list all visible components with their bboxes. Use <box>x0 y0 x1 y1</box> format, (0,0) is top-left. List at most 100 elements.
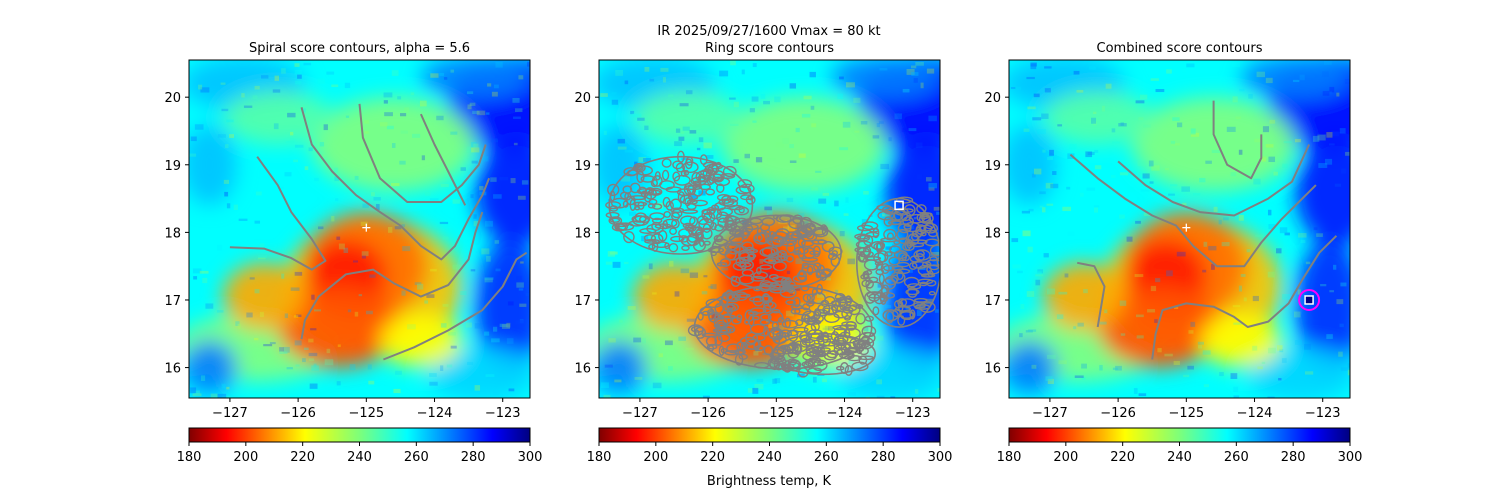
ring-contour-line <box>916 204 927 214</box>
y-tick-label: 19 <box>574 159 591 174</box>
panel-title: Spiral score contours, alpha = 5.6 <box>249 41 470 56</box>
ring-contour-line <box>749 323 767 335</box>
ring-contour-line <box>748 310 759 316</box>
ring-contour-line <box>834 293 846 302</box>
ring-contour-line <box>857 337 875 350</box>
y-tick-label: 18 <box>984 226 1001 241</box>
ring-contour-line <box>879 293 887 305</box>
ring-contour-line <box>753 233 763 242</box>
ring-contour-line <box>705 168 712 180</box>
ring-contour-line <box>929 256 938 262</box>
ring-contour-line <box>911 242 925 248</box>
ring-contour-line <box>664 242 670 250</box>
ring-contour-line <box>714 303 724 314</box>
ring-contour-line <box>683 169 690 176</box>
ring-contour-line <box>829 350 839 356</box>
ring-contour-line <box>763 344 774 356</box>
ring-contour-line <box>753 271 769 280</box>
ring-contour-line <box>714 224 724 232</box>
ring-contour-line <box>865 279 874 289</box>
ring-contour-line <box>771 276 789 283</box>
ring-contour-line <box>914 304 931 310</box>
colorbar-gradient <box>1008 427 1351 443</box>
colorbar-tick-label: 240 <box>1167 450 1192 465</box>
ring-contour-line <box>887 220 902 226</box>
ring-contour-line <box>684 197 691 207</box>
colorbar-tick-label: 260 <box>1224 450 1249 465</box>
ir-image <box>599 60 940 398</box>
ring-contour-line <box>752 334 766 342</box>
ring-contour-line <box>848 304 861 316</box>
ring-contour-line <box>672 171 681 182</box>
ring-contour-line <box>714 177 731 187</box>
ring-contour-line <box>710 250 717 257</box>
ring-contour-line <box>722 165 737 178</box>
score-contour-line <box>1212 100 1263 180</box>
ring-contour-line <box>858 355 874 361</box>
ring-contour-line <box>714 238 729 246</box>
ring-contour-line <box>882 309 899 322</box>
ring-contour-line <box>607 183 620 197</box>
ring-contour-line <box>726 293 740 303</box>
panel-title: Combined score contours <box>1097 41 1263 56</box>
x-tick-label: −127 <box>1032 406 1068 421</box>
ring-contour-line <box>913 298 928 303</box>
ring-contour-line <box>670 235 685 243</box>
ring-contour-line <box>832 325 849 331</box>
colorbar-tick-label: 280 <box>871 450 896 465</box>
ring-contour-line <box>797 246 805 259</box>
ring-contour-line <box>749 217 763 225</box>
ring-contour-line <box>730 275 738 282</box>
ring-contour-line <box>784 277 792 285</box>
score-contour-line <box>1069 153 1317 268</box>
ring-contour-line <box>699 183 711 191</box>
ring-contour-line <box>909 255 920 263</box>
ring-contour-line <box>918 225 926 232</box>
ring-contour-line <box>807 346 823 353</box>
ring-contour-line <box>785 299 797 306</box>
ring-contour-line <box>728 328 735 334</box>
ring-contour-line <box>756 266 762 275</box>
ring-contour-line <box>761 293 770 303</box>
ring-contour-line <box>864 315 874 322</box>
y-tick-label: 19 <box>164 159 181 174</box>
ring-contour-line <box>915 224 927 235</box>
ring-contour-line <box>876 204 892 211</box>
ring-contour-line <box>706 343 718 350</box>
ring-contour-line <box>889 245 901 254</box>
ring-contour-line <box>746 253 756 261</box>
ring-contour-line <box>839 324 856 331</box>
x-tick-label: −123 <box>485 406 521 421</box>
ring-contour-line <box>718 345 725 356</box>
ring-contour-line <box>793 326 809 333</box>
colorbar-tick-label: 300 <box>1338 450 1363 465</box>
ring-contour-line <box>622 185 633 194</box>
ring-contour-line <box>651 240 659 252</box>
ring-contour-line <box>839 304 846 310</box>
ring-contour-line <box>759 264 772 270</box>
ring-contour-line <box>896 229 909 241</box>
ring-contour-line <box>918 214 932 224</box>
ring-contour-line <box>873 242 885 251</box>
panel-spiral: Spiral score contours, alpha = 5.6 −127 −1… <box>164 41 542 465</box>
axes-frame <box>598 59 941 399</box>
ring-contour-line <box>719 314 736 320</box>
ring-contour-line <box>763 326 769 337</box>
ring-contour-line <box>813 309 829 317</box>
ring-contour-line <box>736 293 751 299</box>
ring-contour-line <box>737 179 753 189</box>
ring-contour-line <box>768 329 784 340</box>
y-tick-label: 18 <box>574 226 591 241</box>
ring-contour-line <box>793 250 802 256</box>
ring-contour-line <box>880 286 889 298</box>
ring-contour-line <box>899 298 916 307</box>
ring-contour-line <box>695 228 704 241</box>
y-tick-label: 16 <box>984 362 1001 377</box>
ring-contour-line <box>771 321 779 330</box>
ring-contour-line <box>927 230 938 238</box>
ring-contour-line <box>786 241 796 254</box>
y-tick-label: 17 <box>574 294 591 309</box>
x-tick-label: −126 <box>1100 406 1136 421</box>
colorbar-tick-label: 240 <box>347 450 372 465</box>
ring-contour-line <box>903 204 916 217</box>
